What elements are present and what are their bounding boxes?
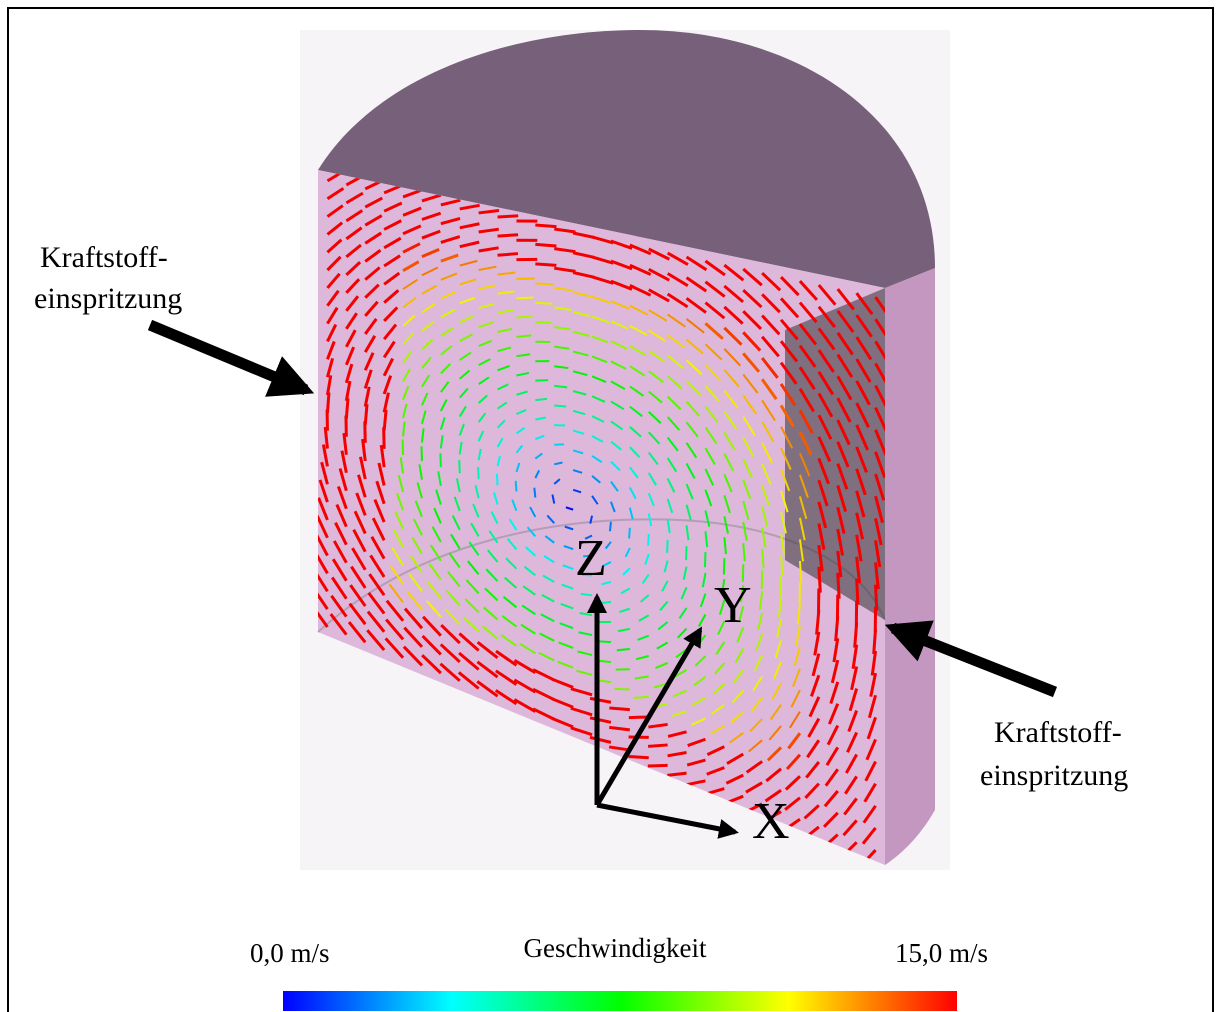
vector-arrow bbox=[648, 534, 649, 546]
vector-arrow bbox=[498, 254, 518, 256]
annotation: Kraftstoff- bbox=[40, 241, 168, 274]
colorbar bbox=[283, 991, 957, 1011]
vector-arrow bbox=[581, 594, 592, 595]
vector-arrow bbox=[516, 317, 532, 318]
vector-arrow bbox=[628, 756, 648, 757]
vector-arrow bbox=[498, 216, 519, 217]
vector-arrow bbox=[554, 405, 566, 406]
vector-arrow bbox=[836, 616, 838, 641]
vector-arrow bbox=[478, 467, 479, 479]
vector-arrow bbox=[648, 745, 668, 746]
colorbar-min: 0,0 m/s bbox=[250, 938, 330, 968]
vector-arrow bbox=[800, 561, 801, 583]
vector-arrow bbox=[855, 623, 857, 648]
vector-arrow bbox=[535, 303, 552, 304]
annotation: Kraftstoff- bbox=[994, 716, 1122, 749]
vector-arrow bbox=[535, 380, 548, 381]
x-label: X bbox=[752, 793, 790, 850]
vector-arrow bbox=[648, 765, 668, 766]
vector-arrow bbox=[609, 708, 629, 710]
vector-arrow bbox=[497, 474, 498, 485]
vector-arrow bbox=[535, 283, 553, 284]
vector-arrow bbox=[615, 689, 630, 690]
vector-arrow bbox=[535, 399, 547, 400]
injection-arrow bbox=[150, 325, 306, 390]
vector-arrow bbox=[535, 244, 556, 246]
z-label: Z bbox=[575, 530, 607, 587]
colorbar-title: Geschwindigkeit bbox=[524, 933, 707, 963]
colorbar-max: 15,0 m/s bbox=[895, 938, 988, 968]
y-label: Y bbox=[714, 577, 752, 634]
vector-arrow bbox=[516, 481, 517, 492]
page: Z Y X Kraftstoff- einspritzung Kraftstof… bbox=[0, 0, 1219, 1012]
annotation: einspritzung bbox=[980, 759, 1128, 792]
cylinder-side bbox=[885, 268, 935, 865]
vector-arrow bbox=[874, 629, 876, 654]
annotation: einspritzung bbox=[34, 282, 182, 315]
vector-arrow bbox=[516, 298, 533, 299]
vector-arrow bbox=[535, 225, 556, 227]
vector-arrow bbox=[598, 641, 611, 642]
vector-arrow bbox=[617, 649, 630, 650]
vector-arrow bbox=[629, 528, 630, 539]
figure: Z Y X Kraftstoff- einspritzung Kraftstof… bbox=[0, 0, 1219, 1012]
vector-arrow bbox=[535, 322, 551, 323]
vector-arrow bbox=[781, 555, 782, 575]
vector-arrow bbox=[667, 540, 668, 553]
vector-arrow bbox=[534, 488, 535, 498]
vector-arrow bbox=[610, 522, 611, 531]
vector-arrow bbox=[634, 697, 649, 698]
vector-arrow bbox=[600, 602, 611, 603]
vector-arrow bbox=[535, 264, 556, 265]
vector-arrow bbox=[498, 235, 519, 236]
